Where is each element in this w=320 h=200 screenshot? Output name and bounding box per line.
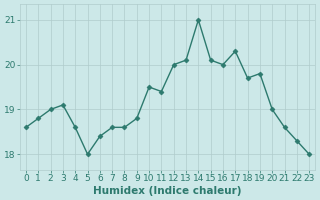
X-axis label: Humidex (Indice chaleur): Humidex (Indice chaleur) — [93, 186, 242, 196]
